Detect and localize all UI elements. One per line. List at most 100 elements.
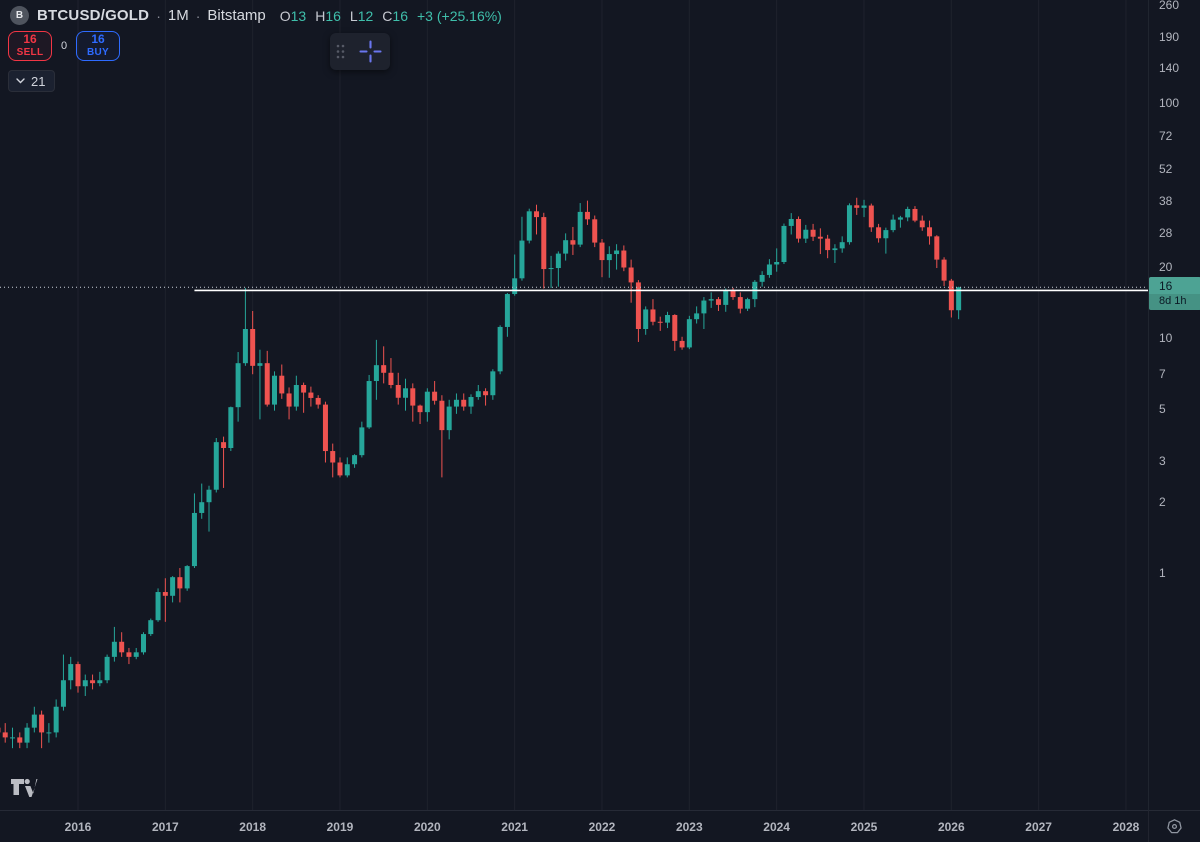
candle-body — [592, 219, 598, 243]
axis-settings-corner[interactable] — [1148, 810, 1200, 842]
price-axis-tick: 10 — [1159, 330, 1173, 345]
exchange-logo-icon[interactable]: B — [10, 6, 29, 25]
candle-body — [162, 592, 168, 596]
candle-body — [82, 680, 88, 687]
candle-body — [126, 652, 132, 657]
candle-body — [403, 388, 409, 398]
candle-body — [708, 299, 714, 301]
candle-body — [679, 340, 685, 348]
candle-body — [446, 406, 452, 431]
candle-body — [395, 384, 401, 398]
candle-body — [24, 727, 30, 743]
interval-label[interactable]: 1M — [167, 7, 189, 24]
time-axis-tick: 2022 — [588, 820, 616, 834]
candle-body — [912, 208, 918, 221]
candle-body — [694, 313, 700, 320]
price-axis-tick: 52 — [1159, 162, 1173, 177]
candle-body — [410, 388, 416, 406]
candle-body — [170, 577, 176, 596]
candle-body — [213, 442, 219, 490]
candle-body — [846, 205, 852, 243]
time-axis-tick: 2028 — [1112, 820, 1140, 834]
candle-body — [766, 264, 772, 275]
candle-body — [650, 309, 656, 322]
candle-body — [453, 399, 459, 407]
buy-button[interactable]: 16 BUY — [76, 31, 120, 61]
candle-body — [75, 664, 81, 687]
candle-body — [715, 299, 721, 305]
candle-body — [759, 274, 765, 282]
candle-body — [308, 392, 314, 398]
candle-body — [577, 211, 583, 245]
candle-body — [606, 254, 612, 261]
candle-body — [264, 363, 270, 405]
candle-body — [723, 290, 729, 305]
crosshair-icon[interactable] — [350, 33, 390, 70]
candle-body — [90, 680, 96, 684]
candle-body — [366, 381, 372, 428]
sell-button[interactable]: 16 SELL — [8, 31, 52, 61]
candle-body — [919, 220, 925, 228]
candle-body — [941, 259, 947, 281]
candle-body — [737, 297, 743, 309]
candle-body — [417, 405, 423, 413]
candle-body — [548, 268, 554, 270]
candle-body — [2, 732, 8, 738]
buy-label: BUY — [86, 47, 109, 59]
candle-body — [9, 737, 15, 739]
low-value: 12 — [357, 7, 374, 24]
candle-body — [483, 391, 489, 396]
price-axis-tick: 100 — [1159, 95, 1180, 110]
time-axis-tick: 2019 — [326, 820, 354, 834]
candle-body — [948, 280, 954, 311]
candlestick-chart[interactable] — [0, 0, 1148, 810]
candle-body — [897, 217, 903, 220]
candle-body — [388, 372, 394, 385]
candle-body — [191, 512, 197, 567]
time-axis[interactable]: 2016 2017 2018 2019 2020 2021 2022 2023 2024 2025… — [0, 810, 1148, 842]
candle-body — [861, 205, 867, 208]
candle-body — [177, 577, 183, 589]
candle-body — [381, 365, 387, 373]
current-price-badge: 16 8d 1h — [1149, 277, 1200, 311]
candle-body — [876, 227, 882, 239]
candle-body — [745, 299, 751, 309]
candle-body — [315, 397, 321, 405]
sell-price: 16 — [23, 32, 37, 47]
candle-body — [832, 248, 838, 251]
candle-body — [497, 326, 503, 372]
price-axis[interactable]: 16 8d 1h 260 190 140 100 72 52 38 28 20 10 7 5 3 2 1 — [1148, 0, 1200, 810]
candle-body — [468, 397, 474, 407]
candle-body — [555, 253, 561, 269]
price-axis-tick: 28 — [1159, 225, 1173, 240]
candle-body — [344, 464, 350, 476]
candle-body — [68, 664, 74, 681]
drag-handle-icon[interactable] — [330, 33, 350, 70]
candle-body — [490, 371, 496, 396]
bar-countdown: 8d 1h — [1149, 294, 1200, 311]
tradingview-logo[interactable] — [10, 777, 39, 802]
exchange-name[interactable]: Bitstamp — [207, 7, 266, 24]
price-axis-tick: 2 — [1159, 495, 1166, 510]
price-axis-tick: 260 — [1159, 0, 1180, 12]
candle-body — [322, 404, 328, 452]
separator: · — [195, 7, 201, 24]
price-axis-tick: 5 — [1159, 401, 1166, 416]
floating-toolbar — [330, 33, 390, 70]
candle-body — [141, 634, 146, 653]
candle-body — [31, 714, 37, 728]
gear-icon[interactable] — [1165, 817, 1184, 836]
candle-body — [635, 282, 641, 329]
symbol-name[interactable]: BTCUSD/GOLD — [37, 7, 150, 24]
close-value: 16 — [392, 7, 408, 24]
time-axis-tick: 2021 — [501, 820, 528, 834]
candle-body — [359, 427, 365, 456]
price-axis-tick: 140 — [1159, 61, 1180, 76]
indicators-collapsed-chip[interactable]: 21 — [8, 70, 56, 92]
price-axis-tick: 72 — [1159, 129, 1173, 144]
indicators-count: 21 — [31, 73, 46, 89]
candle-body — [337, 462, 343, 476]
candle-body — [599, 242, 605, 261]
candle-body — [628, 267, 634, 283]
candle-body — [424, 391, 430, 413]
